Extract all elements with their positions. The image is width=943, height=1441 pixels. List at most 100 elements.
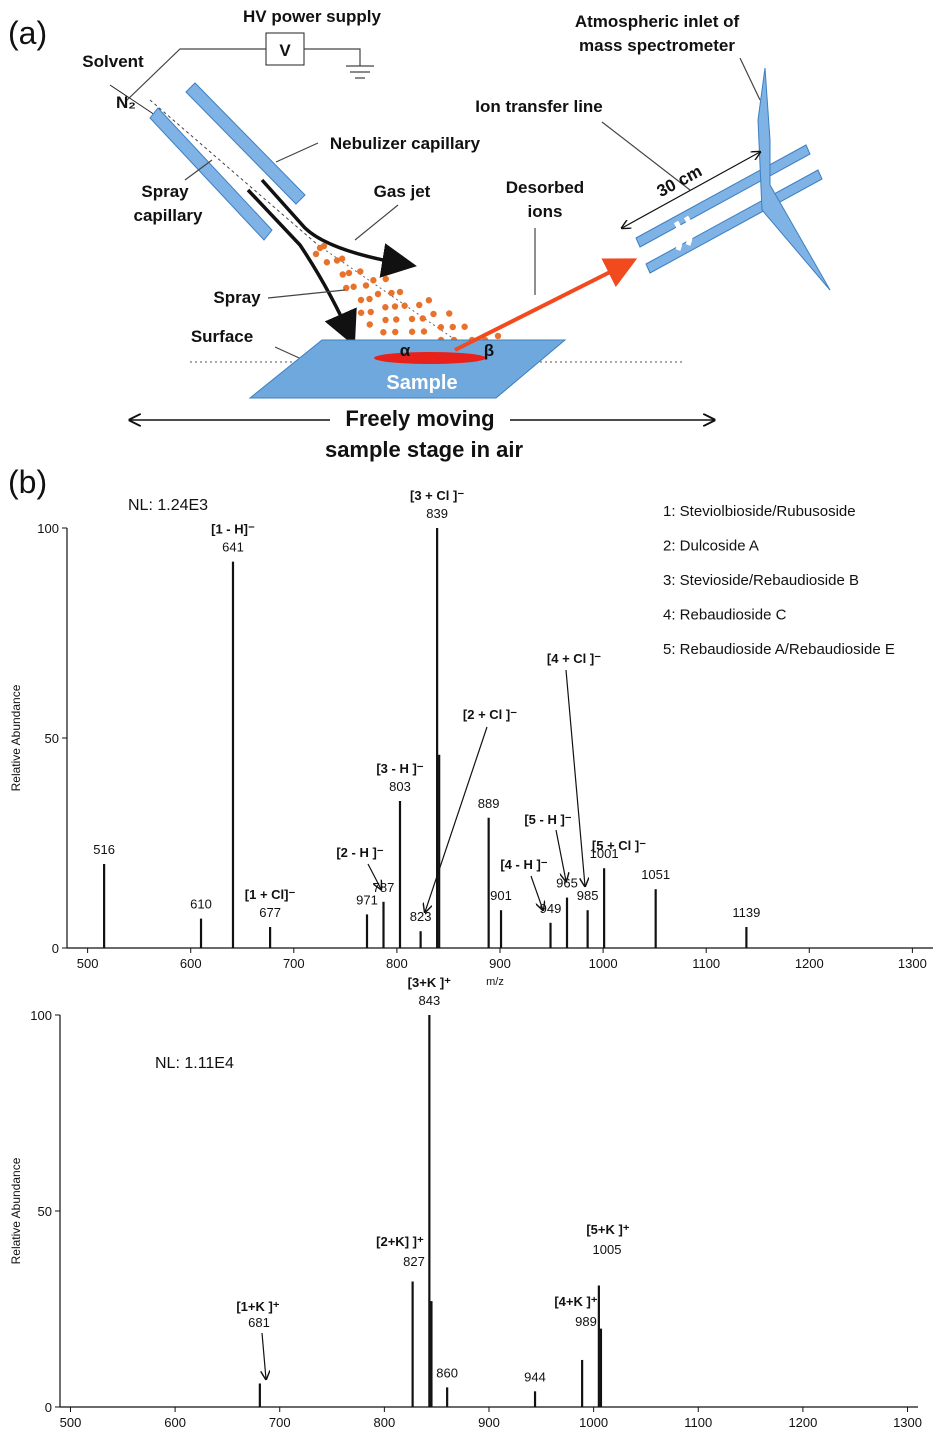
droplet [419,315,426,322]
label: Ion transfer line [475,97,603,116]
gas-jet-arrow [260,178,417,278]
x-tick-label: 1000 [579,1415,608,1430]
label: Surface [191,327,253,346]
ion-label: [5 + Cl ]⁻ [592,838,646,853]
annotation-arrow [425,726,488,912]
wire [124,48,374,103]
x-tick-label: 900 [478,1415,500,1430]
spray-droplets [312,242,502,348]
peak-label: 610 [190,897,212,912]
x-tick-label: 1100 [684,1415,712,1430]
spray-arrow [246,188,357,347]
x-tick-label: 1100 [692,956,720,971]
panel-label: (a) [8,15,47,51]
x-tick-label: 1000 [589,956,618,971]
label: Solvent [82,52,144,71]
ion-label: [2 - H ]⁻ [336,845,383,860]
peak-label: 641 [222,540,244,555]
ion-arrow [454,258,638,352]
droplet [461,323,468,330]
x-tick-label: 1200 [788,1415,817,1430]
droplet [357,309,365,316]
peak-label: 860 [436,1365,458,1380]
droplet [393,316,400,323]
peak-label: 803 [389,779,411,794]
peak-label: 681 [248,1315,270,1330]
y-tick-label: 0 [45,1400,52,1415]
droplet [391,303,399,310]
label: Gas jet [374,182,431,201]
peak-label: 839 [426,506,448,521]
leader [275,142,319,163]
droplet [420,328,428,335]
key-entry: 1: Steviolbioside/Rubusoside [663,503,856,520]
x-tick-label: 800 [374,1415,396,1430]
y-axis-label: Relative Abundance [9,1157,23,1264]
droplet [437,324,445,331]
leader [267,289,346,299]
ion-label: [1 - H]⁻ [211,522,255,537]
droplet [338,255,346,262]
peak-label: 901 [490,888,512,903]
droplet [320,242,328,250]
droplet [388,289,395,297]
x-tick-label: 500 [77,956,99,971]
droplet [345,269,353,277]
label: N₂ [116,93,136,112]
droplet [380,329,387,336]
key-entry: 3: Stevioside/Rebaudioside B [663,572,859,589]
leader [354,204,399,241]
y-tick-label: 50 [38,1204,52,1219]
label: V [279,41,291,60]
x-tick-label: 1300 [893,1415,922,1430]
capillary [149,99,319,246]
annotation-arrow [367,863,381,889]
droplet [382,275,389,283]
label: Desorbed [506,178,584,197]
y-axis-label: Relative Abundance [9,684,23,791]
droplet [446,310,453,317]
annotation-arrow [530,875,543,910]
droplet [312,250,320,258]
label: Nebulizer capillary [330,134,481,153]
x-tick-label: 700 [283,956,305,971]
nebulizer-capillary [185,82,306,205]
droplet [362,282,370,289]
peak-label: 1005 [593,1242,622,1257]
key-entry: 2: Dulcoside A [663,538,759,555]
sample-spot [374,352,486,364]
panel-label: (b) [8,464,47,500]
label: Sample [386,372,457,394]
x-tick-label: 1200 [795,956,824,971]
droplet [357,268,364,275]
ion-label: [4+K ]⁺ [554,1294,597,1309]
droplet [367,308,374,316]
ion-label: [3+K ]⁺ [408,975,451,990]
droplet [366,321,373,328]
droplet [366,295,373,303]
droplet [374,290,382,298]
droplet [333,257,341,264]
key-entry: 5: Rebaudioside A/Rebaudioside E [663,641,895,658]
y-tick-label: 50 [45,731,59,746]
label: HV power supply [243,7,381,26]
length-arrow [622,152,760,228]
x-tick-label: 500 [60,1415,82,1430]
chart-title: NL: 1.24E3 [128,497,208,514]
peak-label: 1001 [590,846,619,861]
spray-capillary [149,107,273,241]
peak-label: 989 [575,1314,597,1329]
droplet [401,302,408,309]
ion-label: [4 - H ]⁻ [500,857,547,872]
label: Atmospheric inlet of [575,12,740,31]
droplet [408,315,416,323]
peak-label: 985 [577,888,599,903]
droplet [350,283,357,290]
droplet [396,288,404,296]
label-background [330,405,510,435]
y-tick-label: 100 [37,521,59,536]
peak-label: 516 [93,842,115,857]
peak-label: 889 [478,796,500,811]
droplet [416,301,423,309]
